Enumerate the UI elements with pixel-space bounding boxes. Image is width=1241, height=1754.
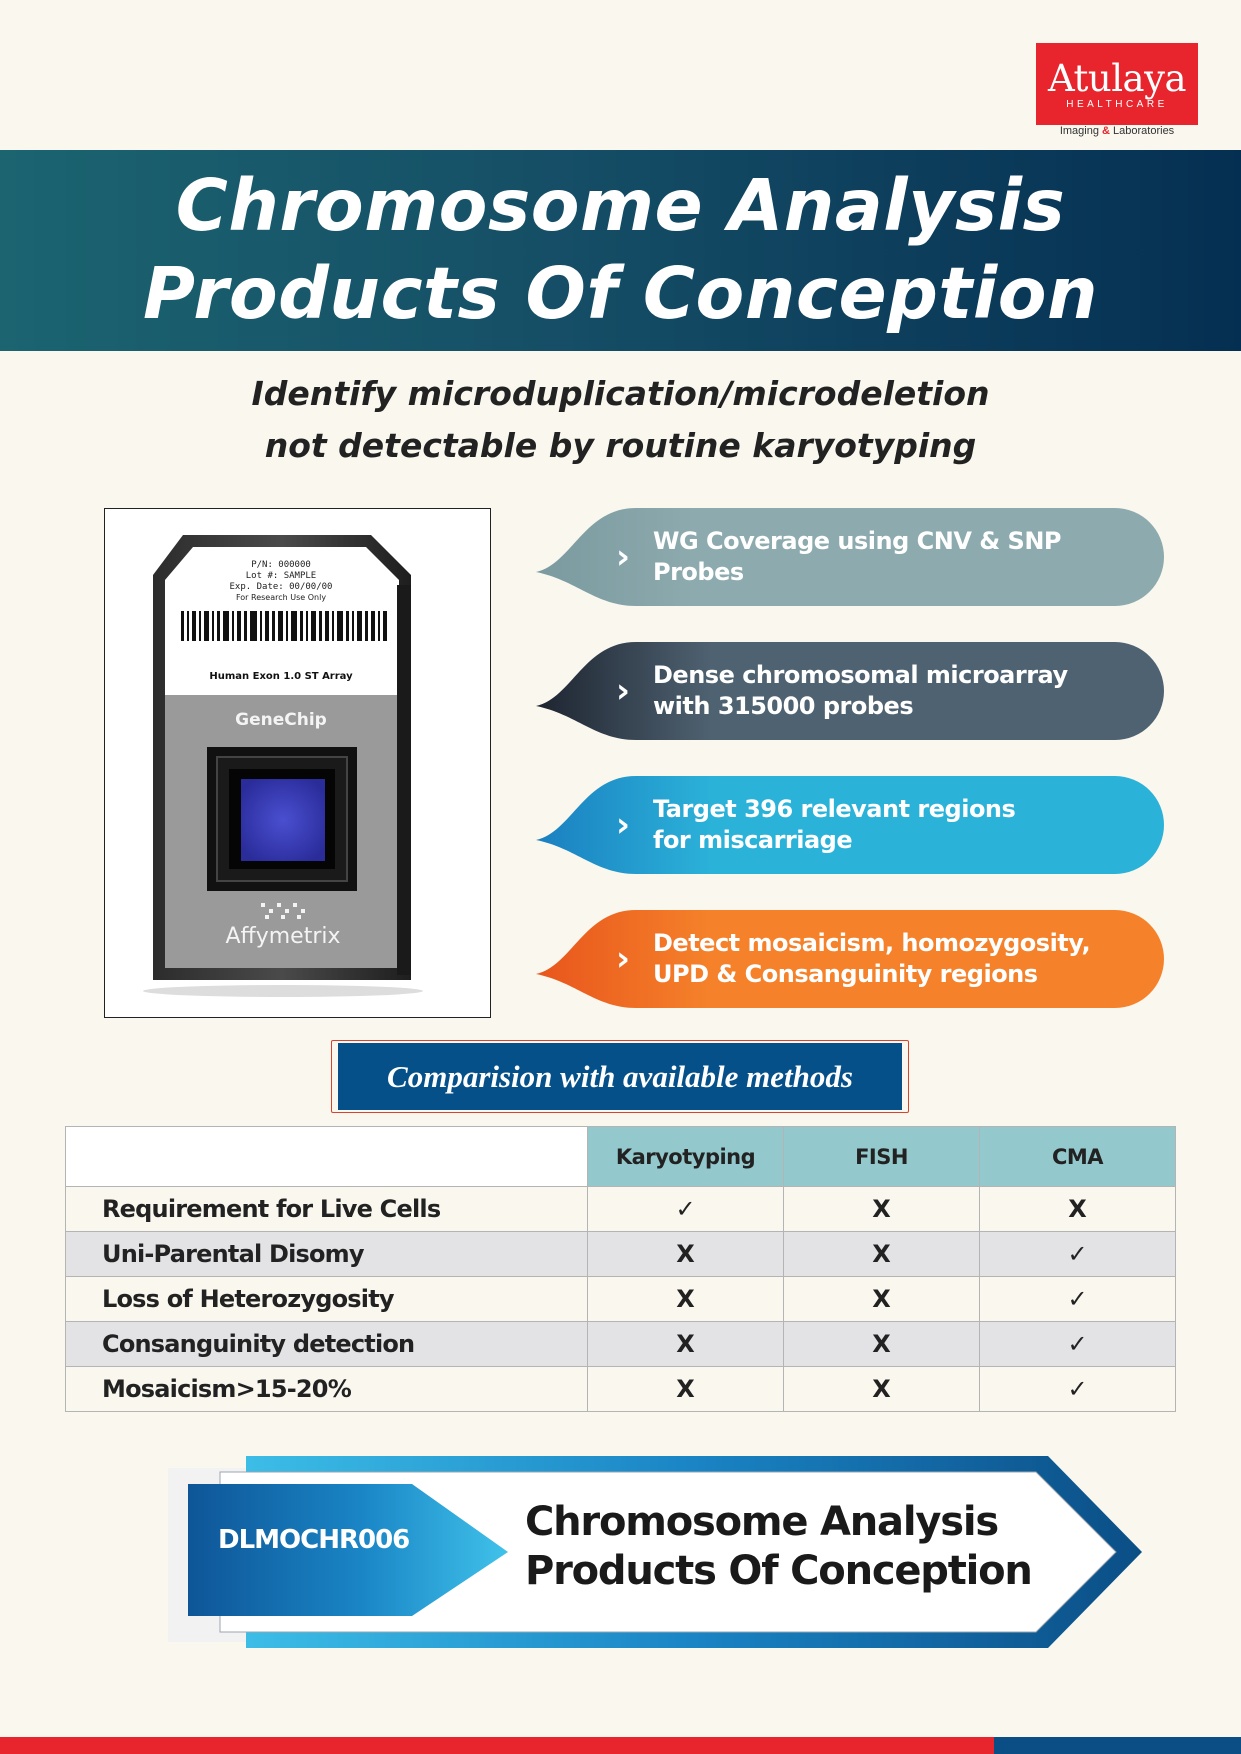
chevron-right-icon: › — [616, 939, 631, 979]
footer-bar-red — [0, 1737, 994, 1754]
footer-bar-blue — [994, 1737, 1241, 1754]
feature-pill-detect-mosaicism: › Detect mosaicism, homozygosity, UPD & … — [536, 910, 1164, 1008]
cell-karyotyping: X — [587, 1366, 784, 1412]
affymetrix-logo-mark — [261, 903, 305, 919]
ribbon-title-line1: Chromosome Analysis — [525, 1499, 999, 1545]
table-row: Uni-Parental Disomy X X ✓ — [65, 1231, 1176, 1277]
chip-label-array: Human Exon 1.0 ST Array — [209, 671, 353, 682]
comparison-heading-outline — [331, 1040, 909, 1113]
cell-fish: X — [783, 1366, 980, 1412]
logo-tagline: Imaging & Laboratories — [1036, 125, 1198, 137]
subtitle-line2: not detectable by routine karyotyping — [264, 426, 977, 465]
logo-tag-right: Laboratories — [1113, 125, 1175, 137]
cell-fish: X — [783, 1321, 980, 1367]
feature-text-line2: for miscarriage — [653, 826, 853, 854]
feature-text-line2: with 315000 probes — [653, 692, 914, 720]
chip-barcode — [179, 611, 389, 641]
feature-text-line1: WG Coverage using CNV & SNP Probes — [653, 527, 1062, 586]
row-feature-label: Uni-Parental Disomy — [65, 1231, 588, 1277]
table-row: Consanguinity detection X X ✓ — [65, 1321, 1176, 1367]
row-feature-label: Loss of Heterozygosity — [65, 1276, 588, 1322]
table-row: Mosaicism>15-20% X X ✓ — [65, 1366, 1176, 1412]
cell-cma: X — [979, 1186, 1176, 1232]
chip-label-research: For Research Use Only — [236, 593, 326, 602]
ribbon-test-title: Chromosome Analysis Products Of Concepti… — [525, 1498, 1085, 1596]
cell-fish: X — [783, 1231, 980, 1277]
chip-label-brand: GeneChip — [235, 710, 327, 730]
feature-text-line2: UPD & Consanguinity regions — [653, 960, 1038, 988]
feature-pill-shape — [536, 642, 1164, 740]
test-code-ribbon — [168, 1456, 1142, 1648]
chevron-right-icon: › — [616, 537, 631, 577]
feature-pill-target-regions: › Target 396 relevant regions for miscar… — [536, 776, 1164, 874]
logo-tag-amp: & — [1102, 125, 1110, 137]
feature-text-line1: Detect mosaicism, homozygosity, — [653, 929, 1091, 957]
feature-pill-shape — [536, 910, 1164, 1008]
page-title-line2: Products Of Conception — [142, 252, 1099, 335]
table-header-row: Karyotyping FISH CMA — [65, 1126, 1176, 1187]
ribbon-title-line2: Products Of Conception — [525, 1548, 1033, 1594]
feature-text-line1: Target 396 relevant regions — [653, 795, 1016, 823]
chip-label-pn: P/N: 000000 — [251, 560, 311, 570]
page-subtitle: Identify microduplication/microdeletion … — [0, 368, 1241, 472]
row-feature-label: Mosaicism>15-20% — [65, 1366, 588, 1412]
logo-subtitle: HEALTHCARE — [1066, 99, 1168, 110]
row-feature-label: Consanguinity detection — [65, 1321, 588, 1367]
chip-label-exp: Exp. Date: 00/00/00 — [230, 582, 333, 592]
logo-tag-left: Imaging — [1059, 125, 1099, 137]
feature-pill-shape — [536, 776, 1164, 874]
cell-fish: X — [783, 1276, 980, 1322]
atulaya-logo: Atulaya HEALTHCARE — [1036, 43, 1198, 125]
cell-karyotyping: X — [587, 1321, 784, 1367]
column-header-cma: CMA — [979, 1126, 1176, 1187]
cell-cma: ✓ — [979, 1366, 1176, 1412]
column-header-karyotyping: Karyotyping — [587, 1126, 784, 1187]
feature-pill-shape — [536, 508, 1164, 606]
cell-karyotyping: ✓ — [587, 1186, 784, 1232]
comparison-heading: Comparision with available methods — [338, 1043, 902, 1110]
table-row: Loss of Heterozygosity X X ✓ — [65, 1276, 1176, 1322]
title-banner: Chromosome Analysis Products Of Concepti… — [0, 150, 1241, 351]
cell-cma: ✓ — [979, 1276, 1176, 1322]
feature-text-line1: Dense chromosomal microarray — [653, 661, 1068, 689]
table-row: Requirement for Live Cells ✓ X X — [65, 1186, 1176, 1232]
test-code-label: DLMOCHR006 — [218, 1525, 410, 1555]
cell-fish: X — [783, 1186, 980, 1232]
table-header-blank — [65, 1126, 588, 1187]
logo-wordmark: Atulaya — [1047, 57, 1187, 100]
cell-karyotyping: X — [587, 1276, 784, 1322]
comparison-table: Karyotyping FISH CMA Requirement for Liv… — [65, 1126, 1176, 1412]
subtitle-line1: Identify microduplication/microdeletion — [251, 374, 990, 413]
feature-pill-wg-coverage: › WG Coverage using CNV & SNP Probes — [536, 508, 1164, 606]
column-header-fish: FISH — [783, 1126, 980, 1187]
cell-cma: ✓ — [979, 1231, 1176, 1277]
genechip-image-frame: P/N: 000000 Lot #: SAMPLE Exp. Date: 00/… — [104, 508, 491, 1018]
chip-label-maker: Affymetrix — [226, 924, 341, 949]
cell-karyotyping: X — [587, 1231, 784, 1277]
chevron-right-icon: › — [616, 805, 631, 845]
page-title-line1: Chromosome Analysis — [175, 164, 1066, 247]
feature-pill-dense-array: › Dense chromosomal microarray with 3150… — [536, 642, 1164, 740]
chevron-right-icon: › — [616, 671, 631, 711]
chip-label-lot: Lot #: SAMPLE — [246, 571, 316, 581]
row-feature-label: Requirement for Live Cells — [65, 1186, 588, 1232]
genechip-cartridge-image: P/N: 000000 Lot #: SAMPLE Exp. Date: 00/… — [121, 525, 475, 1001]
cell-cma: ✓ — [979, 1321, 1176, 1367]
